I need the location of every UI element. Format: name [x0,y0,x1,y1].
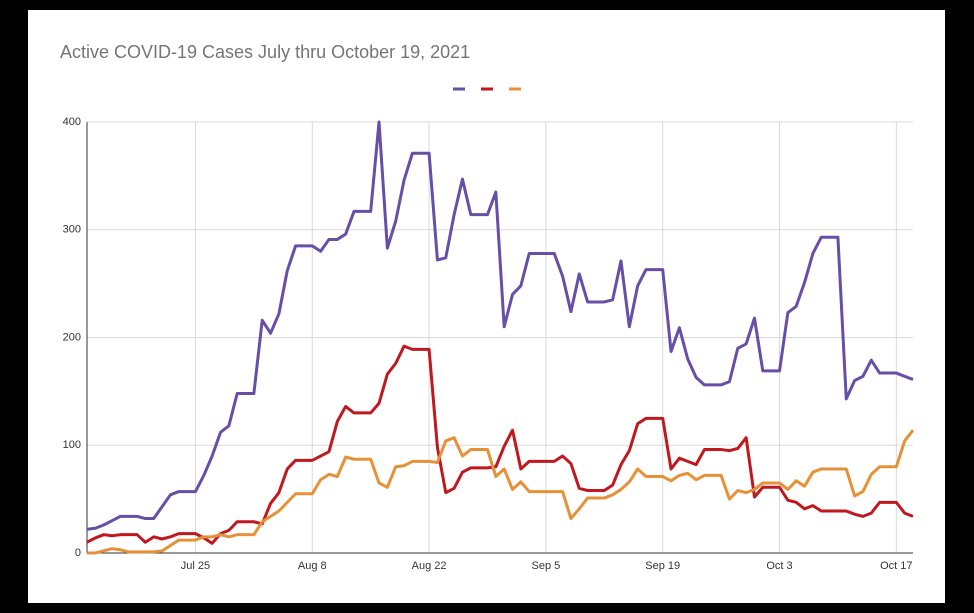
x-tick-label: Jul 25 [181,560,210,572]
x-tick-label: Sep 5 [532,560,561,572]
series-line [86,120,914,531]
x-tick-label: Aug 8 [298,560,327,572]
x-tick-label: Oct 3 [766,560,792,572]
y-tick-label: 300 [63,224,81,236]
x-tick-label: Sep 19 [645,560,680,572]
series-line [86,344,914,545]
y-tick-label: 400 [63,116,81,128]
chart-background [28,10,945,603]
y-tick-label: 0 [75,547,81,559]
chart-title: Active COVID-19 Cases July thru October … [60,42,470,62]
y-tick-label: 200 [63,331,81,343]
y-tick-label: 100 [63,439,81,451]
x-tick-label: Oct 17 [880,560,912,572]
x-tick-label: Aug 22 [412,560,447,572]
series-line [87,429,915,555]
